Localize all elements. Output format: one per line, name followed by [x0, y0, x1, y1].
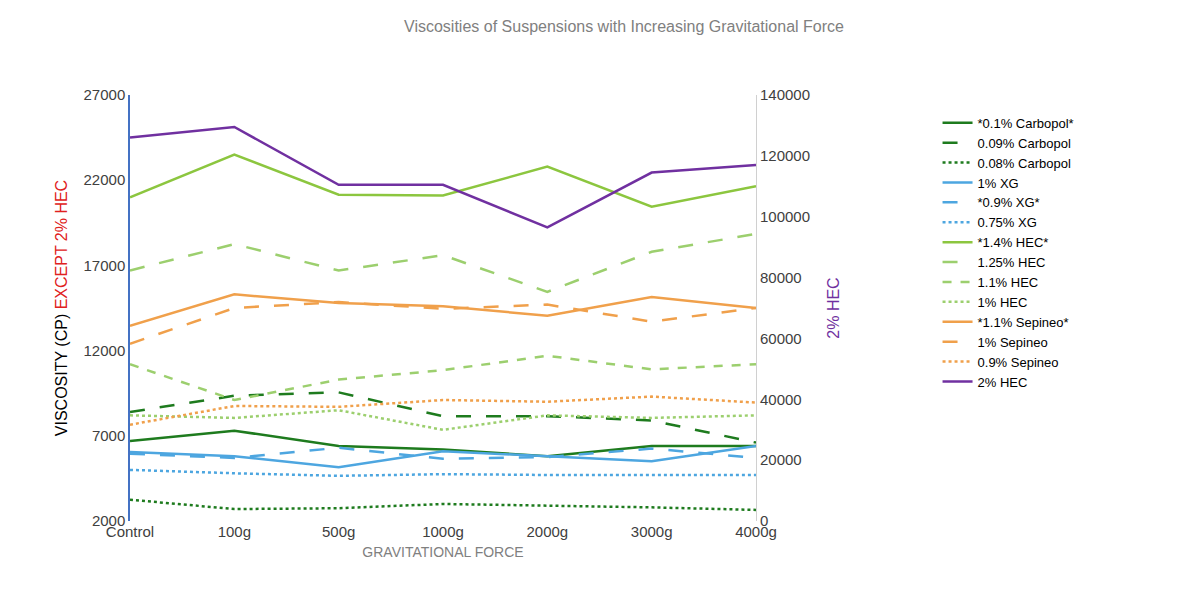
- svg-text:Viscosities of Suspensions wit: Viscosities of Suspensions with Increasi…: [404, 18, 844, 35]
- svg-text:2000: 2000: [92, 512, 125, 529]
- svg-text:*0.9% XG*: *0.9% XG*: [978, 195, 1040, 210]
- svg-text:100000: 100000: [760, 208, 810, 225]
- svg-text:0.75% XG: 0.75% XG: [978, 215, 1037, 230]
- svg-text:1% XG: 1% XG: [978, 176, 1019, 191]
- svg-text:0: 0: [760, 512, 768, 529]
- svg-text:VISCOSITY (CP) EXCEPT 2% HEC: VISCOSITY (CP) EXCEPT 2% HEC: [53, 180, 70, 436]
- svg-text:100g: 100g: [218, 523, 251, 540]
- svg-text:0.9% Sepineo: 0.9% Sepineo: [978, 355, 1059, 370]
- svg-text:2% HEC: 2% HEC: [825, 277, 842, 338]
- svg-text:1% Sepineo: 1% Sepineo: [978, 335, 1048, 350]
- svg-text:2% HEC: 2% HEC: [978, 375, 1028, 390]
- svg-text:60000: 60000: [760, 330, 802, 347]
- svg-text:140000: 140000: [760, 86, 810, 103]
- svg-text:*0.1% Carbopol*: *0.1% Carbopol*: [978, 116, 1074, 131]
- svg-text:20000: 20000: [760, 451, 802, 468]
- svg-text:4000g: 4000g: [735, 523, 777, 540]
- svg-text:120000: 120000: [760, 147, 810, 164]
- svg-text:0.08% Carbopol: 0.08% Carbopol: [978, 156, 1071, 171]
- svg-text:Control: Control: [106, 523, 154, 540]
- svg-text:80000: 80000: [760, 269, 802, 286]
- svg-text:27000: 27000: [84, 86, 126, 103]
- svg-text:17000: 17000: [84, 257, 126, 274]
- svg-text:12000: 12000: [84, 342, 126, 359]
- svg-text:0.09% Carbopol: 0.09% Carbopol: [978, 136, 1071, 151]
- svg-text:1.1% HEC: 1.1% HEC: [978, 275, 1039, 290]
- svg-text:1000g: 1000g: [422, 523, 464, 540]
- svg-text:1% HEC: 1% HEC: [978, 295, 1028, 310]
- svg-text:3000g: 3000g: [631, 523, 673, 540]
- svg-text:*1.1% Sepineo*: *1.1% Sepineo*: [978, 315, 1069, 330]
- svg-text:7000: 7000: [92, 427, 125, 444]
- svg-text:40000: 40000: [760, 391, 802, 408]
- svg-text:GRAVITATIONAL FORCE: GRAVITATIONAL FORCE: [362, 544, 523, 560]
- svg-text:500g: 500g: [322, 523, 355, 540]
- svg-text:*1.4% HEC*: *1.4% HEC*: [978, 235, 1049, 250]
- svg-text:2000g: 2000g: [526, 523, 568, 540]
- svg-text:1.25% HEC: 1.25% HEC: [978, 255, 1046, 270]
- svg-text:22000: 22000: [84, 171, 126, 188]
